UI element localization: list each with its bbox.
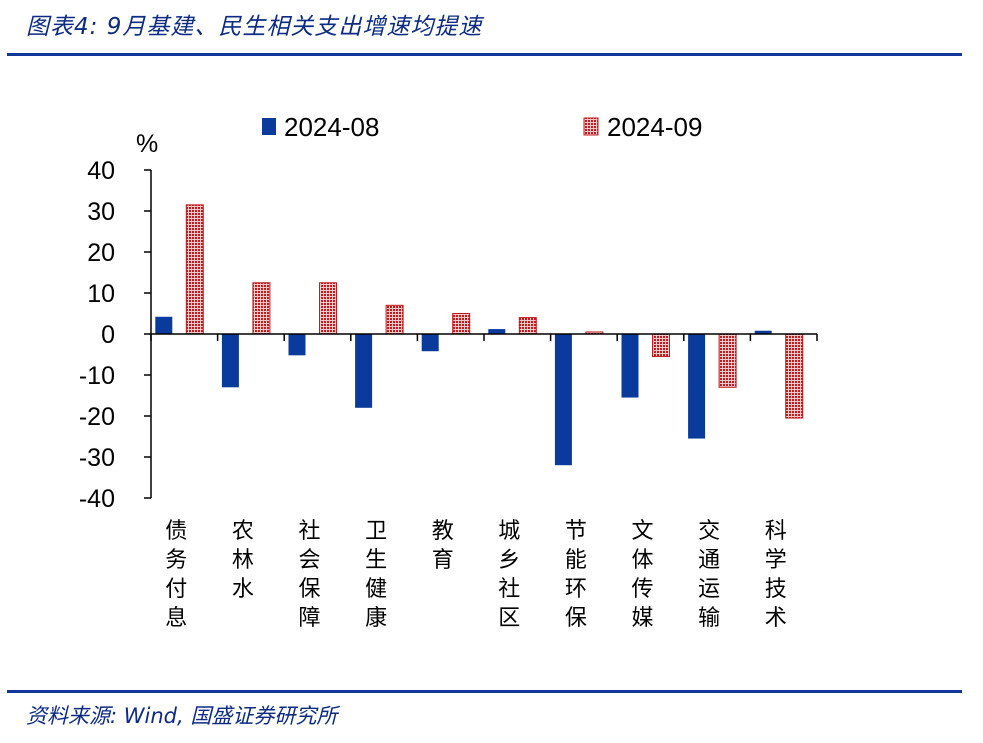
y-tick-label: -40 <box>79 485 115 513</box>
category-label: 农林水 <box>232 519 254 602</box>
bar-2024-08 <box>288 334 306 356</box>
axes <box>144 169 818 499</box>
y-tick-label: 20 <box>87 239 115 267</box>
category-label: 节能环保 <box>565 519 587 631</box>
bar-2024-08 <box>421 334 439 352</box>
category-label: 科学技术 <box>765 519 787 631</box>
category-label: 卫生健康 <box>365 519 387 631</box>
y-tick-label: 30 <box>87 198 115 226</box>
bar-2024-09 <box>319 282 337 335</box>
category-label: 教育 <box>432 519 454 573</box>
y-tick-label: -20 <box>79 403 115 431</box>
y-axis-unit: % <box>136 130 158 158</box>
header-rule <box>7 53 962 56</box>
bars <box>155 204 804 466</box>
bar-2024-08 <box>355 334 373 408</box>
bar-2024-09 <box>385 304 404 335</box>
bar-2024-09 <box>652 333 670 358</box>
figure-title: 图表4: 9月基建、民生相关支出增速均提速 <box>26 14 483 40</box>
bar-2024-08 <box>155 316 173 334</box>
bar-2024-09 <box>185 204 204 335</box>
y-tick-label: 0 <box>101 321 115 349</box>
legend: 2024-08 2024-09 <box>262 112 702 142</box>
bar-2024-09 <box>785 333 804 419</box>
bar-2024-08 <box>488 329 506 334</box>
legend-label-2024-08: 2024-08 <box>284 112 379 142</box>
y-tick-label: -30 <box>79 444 115 472</box>
legend-swatch-2024-09 <box>583 117 599 136</box>
y-tick-label: 10 <box>87 280 115 308</box>
y-tick-label: -10 <box>79 362 115 390</box>
category-label: 交通运输 <box>698 519 720 631</box>
y-axis-tick-labels: 40 30 20 10 0 -10 -20 -30 -40 <box>79 157 115 513</box>
bar-2024-08 <box>688 334 706 439</box>
legend-swatch-2024-08 <box>262 118 276 135</box>
category-label: 文体传媒 <box>631 519 653 631</box>
bar-2024-08 <box>754 330 772 334</box>
category-label: 城乡社区 <box>498 519 520 631</box>
bar-2024-09 <box>452 313 471 335</box>
bar-2024-09 <box>252 282 271 335</box>
bar-2024-09 <box>518 317 537 335</box>
bar-2024-08 <box>221 334 239 388</box>
bar-2024-09 <box>718 333 737 388</box>
source-note: 资料来源: Wind, 国盛证券研究所 <box>26 704 338 728</box>
category-label: 债务付息 <box>165 519 187 631</box>
footer-rule <box>7 690 962 693</box>
category-label: 社会保障 <box>298 519 320 631</box>
category-labels: 债务付息 农林水 社会保障 卫生健康 教育 城乡社区 节能环保 文体传媒 交通运输 科学技术 <box>165 519 786 631</box>
y-tick-label: 40 <box>87 157 115 185</box>
bar-2024-08 <box>554 334 572 466</box>
bar-2024-08 <box>621 334 639 398</box>
legend-label-2024-09: 2024-09 <box>607 112 702 142</box>
